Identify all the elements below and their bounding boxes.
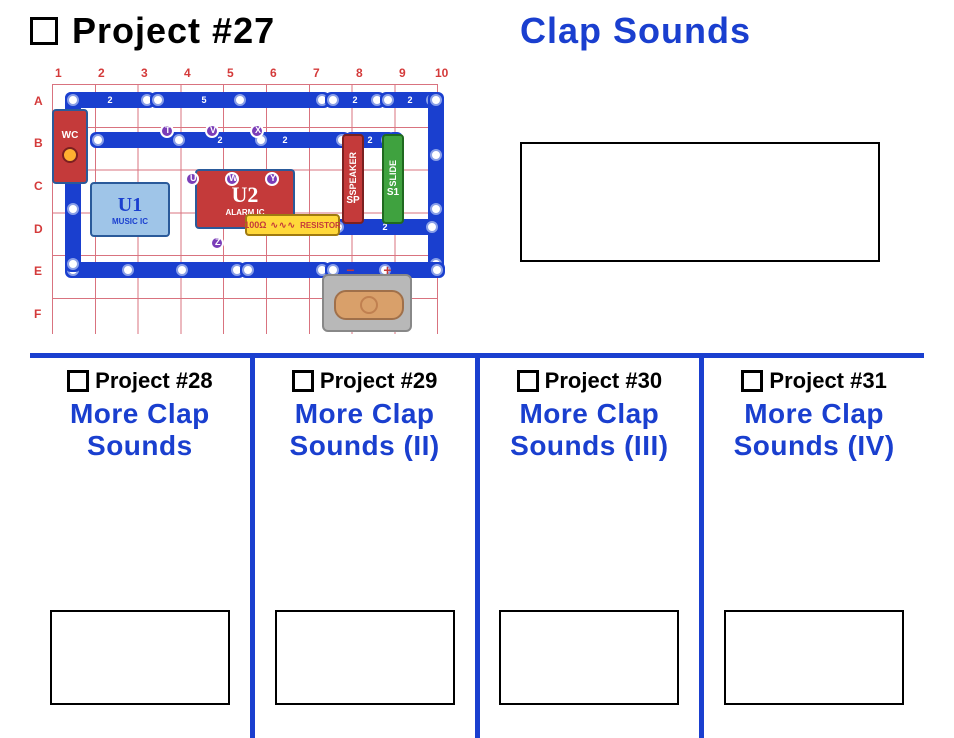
terminal-v: V (205, 124, 219, 138)
project-number: Project #28 (95, 368, 212, 394)
project-title: More Clap Sounds (II) (290, 398, 440, 462)
project-title: Clap Sounds (520, 10, 924, 52)
project-col-29: Project #29 More Clap Sounds (II) (255, 358, 480, 738)
grid-col-label: 6 (270, 66, 277, 80)
battery-icon (360, 296, 378, 314)
resistor: 100Ω ∿∿∿ RESISTOR (245, 214, 340, 236)
snap-wire (65, 262, 245, 278)
objective-box (724, 610, 904, 705)
grid-col-label: 1 (55, 66, 62, 80)
resistor-label: RESISTOR (300, 221, 341, 230)
snap-wire (428, 92, 444, 272)
project-number: Project #29 (320, 368, 437, 394)
project-checkbox-27[interactable] (30, 17, 58, 45)
grid-row-label: B (34, 136, 43, 150)
project-checkbox-28[interactable] (67, 370, 89, 392)
u2-label: U2 (232, 182, 259, 208)
objective-box (50, 610, 230, 705)
grid-row-label: A (34, 94, 43, 108)
resistor-value: 100Ω (244, 220, 266, 230)
project-checkbox-31[interactable] (741, 370, 763, 392)
u1-sublabel: MUSIC IC (112, 217, 148, 226)
grid-col-label: 4 (184, 66, 191, 80)
snap-wire: 22 (90, 132, 350, 148)
project-checkbox-29[interactable] (292, 370, 314, 392)
grid-col-label: 2 (98, 66, 105, 80)
project-title: More Clap Sounds (III) (510, 398, 668, 462)
project-col-30: Project #30 More Clap Sounds (III) (480, 358, 705, 738)
project-checkbox-30[interactable] (517, 370, 539, 392)
objective-box (520, 142, 880, 262)
terminal-x: X (250, 124, 264, 138)
snap-wire (240, 262, 330, 278)
grid-col-label: 7 (313, 66, 320, 80)
speaker: SPEAKER SP (342, 134, 364, 224)
grid-col-label: 9 (399, 66, 406, 80)
terminal-y: Y (265, 172, 279, 186)
grid-col-label: 3 (141, 66, 148, 80)
switch-label2: S1 (387, 187, 399, 198)
grid-row-label: C (34, 179, 43, 193)
slide-switch: SLIDE S1 (382, 134, 404, 224)
switch-label: SLIDE (388, 160, 398, 187)
grid-row-label: D (34, 222, 43, 236)
project-title: More Clap Sounds (70, 398, 210, 462)
terminal-w: W (225, 172, 239, 186)
grid-col-label: 8 (356, 66, 363, 80)
snap-wire: 5 (150, 92, 330, 108)
grid-row-label: E (34, 264, 42, 278)
project-title: More Clap Sounds (IV) (734, 398, 895, 462)
terminal-u: U (185, 172, 199, 186)
wc-block: WC (52, 109, 88, 184)
grid-col-label: 5 (227, 66, 234, 80)
terminal-z: Z (210, 236, 224, 250)
grid-row-label: F (34, 307, 41, 321)
circuit-diagram: 1 2 3 4 5 6 7 8 9 10 A B C D E F 2 (30, 64, 450, 339)
wc-button-icon (62, 147, 78, 163)
objective-box (499, 610, 679, 705)
u1-chip: U1 MUSIC IC (90, 182, 170, 237)
u1-label: U1 (118, 194, 142, 217)
snap-wire: 2 (325, 92, 385, 108)
project-col-31: Project #31 More Clap Sounds (IV) (704, 358, 924, 738)
speaker-label2: SP (346, 195, 359, 206)
speaker-label: SPEAKER (348, 152, 358, 196)
project-number: Project #30 (545, 368, 662, 394)
battery-holder: − + (322, 274, 412, 332)
terminal-t: T (160, 124, 174, 138)
grid-col-label: 10 (435, 66, 448, 80)
project-number: Project #27 (72, 10, 275, 52)
wc-label: WC (62, 130, 79, 141)
project-number: Project #31 (769, 368, 886, 394)
project-col-28: Project #28 More Clap Sounds (30, 358, 255, 738)
objective-box (275, 610, 455, 705)
